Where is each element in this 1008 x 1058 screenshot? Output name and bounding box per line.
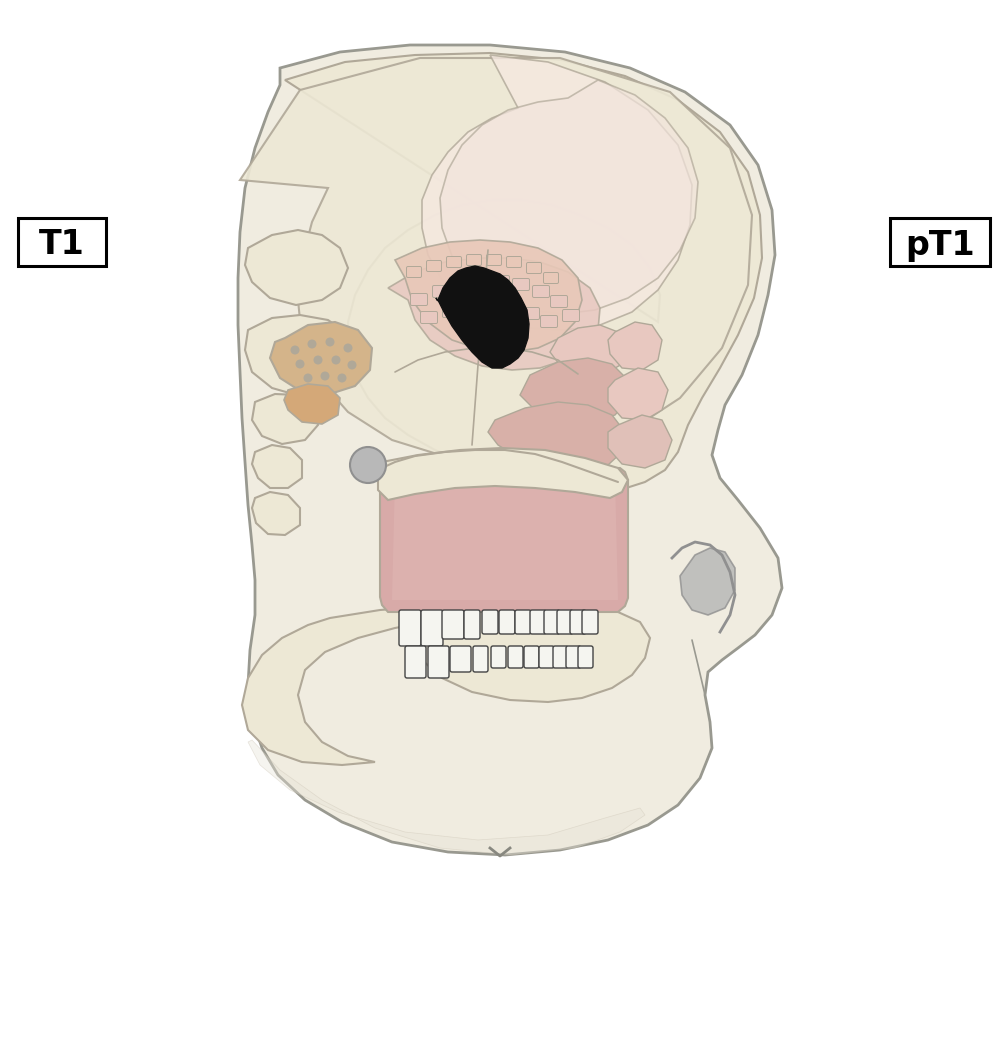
Circle shape: [295, 360, 304, 368]
Polygon shape: [608, 415, 672, 468]
FancyBboxPatch shape: [557, 610, 573, 634]
FancyBboxPatch shape: [18, 218, 106, 266]
Circle shape: [303, 373, 312, 383]
Polygon shape: [284, 384, 340, 424]
FancyBboxPatch shape: [499, 610, 515, 634]
FancyBboxPatch shape: [566, 646, 581, 668]
Polygon shape: [380, 468, 628, 612]
Polygon shape: [245, 315, 358, 396]
Polygon shape: [252, 445, 302, 488]
FancyBboxPatch shape: [550, 295, 568, 308]
FancyBboxPatch shape: [543, 273, 558, 284]
Circle shape: [350, 446, 386, 484]
Circle shape: [332, 355, 341, 365]
Polygon shape: [245, 230, 348, 305]
Polygon shape: [248, 740, 645, 855]
FancyBboxPatch shape: [421, 610, 443, 646]
FancyBboxPatch shape: [539, 646, 554, 668]
FancyBboxPatch shape: [464, 610, 480, 639]
Polygon shape: [285, 53, 762, 492]
FancyBboxPatch shape: [562, 310, 580, 322]
FancyBboxPatch shape: [570, 610, 586, 634]
Circle shape: [313, 355, 323, 365]
FancyBboxPatch shape: [530, 610, 546, 634]
FancyBboxPatch shape: [405, 646, 426, 678]
FancyBboxPatch shape: [582, 610, 598, 634]
FancyBboxPatch shape: [453, 279, 470, 292]
Circle shape: [348, 361, 357, 369]
Polygon shape: [608, 368, 668, 420]
Polygon shape: [240, 58, 752, 462]
Polygon shape: [270, 322, 372, 394]
FancyBboxPatch shape: [442, 610, 464, 639]
Polygon shape: [252, 492, 300, 535]
Polygon shape: [436, 266, 529, 368]
Circle shape: [307, 340, 317, 348]
Circle shape: [290, 346, 299, 354]
FancyBboxPatch shape: [506, 256, 521, 268]
FancyBboxPatch shape: [482, 610, 498, 634]
Polygon shape: [378, 448, 628, 500]
FancyBboxPatch shape: [522, 308, 539, 320]
FancyBboxPatch shape: [410, 293, 427, 306]
Polygon shape: [680, 548, 735, 615]
Circle shape: [321, 371, 330, 381]
Polygon shape: [488, 402, 625, 472]
FancyBboxPatch shape: [515, 610, 531, 634]
Polygon shape: [550, 325, 628, 376]
Polygon shape: [242, 604, 650, 765]
FancyBboxPatch shape: [512, 278, 529, 291]
FancyBboxPatch shape: [463, 302, 480, 313]
Polygon shape: [440, 80, 698, 314]
Circle shape: [326, 338, 335, 347]
Polygon shape: [392, 478, 618, 600]
FancyBboxPatch shape: [532, 286, 549, 297]
FancyBboxPatch shape: [553, 646, 568, 668]
FancyBboxPatch shape: [467, 255, 482, 266]
FancyBboxPatch shape: [491, 646, 506, 668]
Circle shape: [338, 373, 347, 383]
Circle shape: [344, 344, 353, 352]
Polygon shape: [422, 55, 692, 330]
FancyBboxPatch shape: [447, 256, 462, 268]
Polygon shape: [238, 45, 782, 855]
FancyBboxPatch shape: [420, 311, 437, 324]
FancyBboxPatch shape: [473, 275, 490, 288]
Polygon shape: [252, 394, 318, 444]
FancyBboxPatch shape: [487, 255, 502, 266]
FancyBboxPatch shape: [540, 315, 557, 328]
FancyBboxPatch shape: [406, 267, 421, 277]
FancyBboxPatch shape: [544, 610, 560, 634]
FancyBboxPatch shape: [426, 260, 442, 272]
Text: T1: T1: [39, 229, 85, 261]
FancyBboxPatch shape: [428, 646, 449, 678]
Polygon shape: [388, 258, 600, 370]
FancyBboxPatch shape: [432, 286, 450, 297]
FancyBboxPatch shape: [503, 302, 519, 313]
Polygon shape: [608, 322, 662, 370]
FancyBboxPatch shape: [399, 610, 421, 646]
FancyBboxPatch shape: [890, 218, 990, 266]
FancyBboxPatch shape: [473, 646, 488, 672]
FancyBboxPatch shape: [493, 275, 509, 288]
FancyBboxPatch shape: [443, 306, 460, 317]
FancyBboxPatch shape: [524, 646, 539, 668]
FancyBboxPatch shape: [578, 646, 593, 668]
FancyBboxPatch shape: [450, 646, 471, 672]
FancyBboxPatch shape: [508, 646, 523, 668]
Text: pT1: pT1: [905, 229, 975, 261]
Polygon shape: [395, 240, 582, 352]
FancyBboxPatch shape: [483, 299, 500, 311]
Polygon shape: [520, 358, 628, 422]
FancyBboxPatch shape: [526, 262, 541, 274]
